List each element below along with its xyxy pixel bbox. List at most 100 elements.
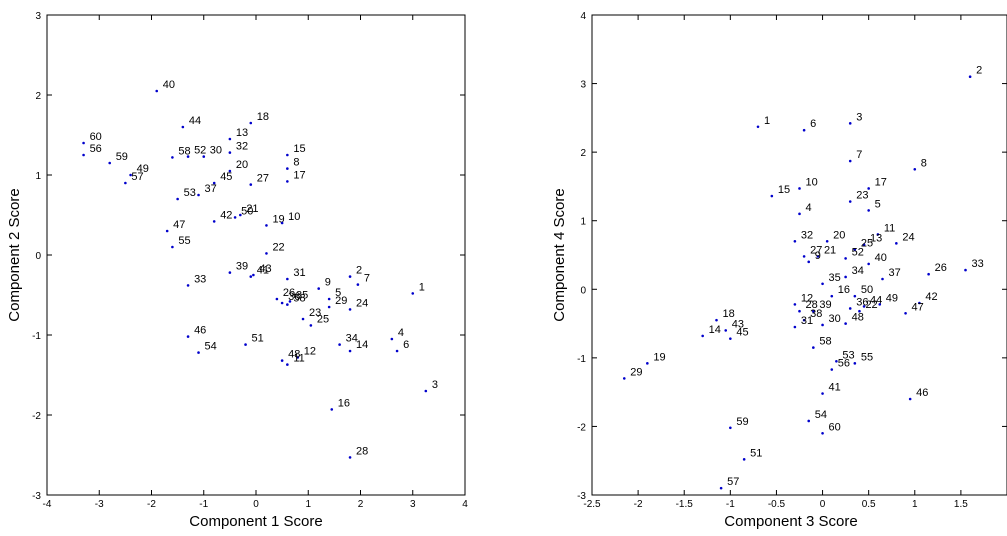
- point-label: 1: [419, 281, 425, 293]
- data-point: [646, 362, 649, 365]
- data-point: [968, 75, 972, 79]
- data-point: [244, 343, 247, 346]
- y-tick-label: 2: [35, 91, 41, 102]
- data-point: [202, 155, 206, 158]
- data-point: [286, 303, 289, 306]
- point-label: 42: [220, 209, 232, 221]
- axes-frame: [591, 14, 1007, 496]
- point-label: 51: [750, 447, 762, 459]
- data-point: [280, 301, 284, 305]
- point-label: 38: [810, 308, 822, 320]
- point-label: 45: [736, 327, 748, 339]
- point-label: 49: [886, 292, 898, 304]
- data-point: [186, 155, 190, 158]
- data-point: [286, 167, 289, 170]
- data-point: [212, 220, 216, 223]
- point-label: 40: [875, 252, 887, 264]
- data-point: [830, 368, 834, 371]
- y-tick-label: 4: [580, 11, 586, 22]
- scatter-plot-component-3-vs-4: -2.5 -2 -1.5 -1 -0.5 0 0.5 1 1.5-3-2-101234Compo…: [551, 11, 1007, 530]
- point-label: 1: [764, 115, 770, 127]
- data-point: [729, 337, 732, 340]
- point-label: 60: [829, 421, 841, 433]
- point-label: 47: [173, 219, 185, 231]
- data-point: [798, 187, 801, 190]
- point-label: 11: [884, 222, 895, 234]
- x-tick-label: 1.5: [954, 499, 968, 510]
- data-point: [858, 309, 861, 313]
- point-label: 51: [252, 333, 264, 345]
- point-label: 53: [184, 187, 196, 199]
- point-label: 56: [838, 358, 850, 370]
- data-point: [825, 239, 829, 243]
- point-label: 31: [293, 267, 305, 279]
- point-label: 7: [364, 273, 370, 285]
- point-label: 19: [653, 351, 665, 363]
- point-label: 20: [833, 229, 845, 241]
- point-label: 6: [810, 118, 816, 130]
- data-point: [239, 213, 242, 217]
- data-point: [348, 275, 352, 278]
- data-point: [724, 329, 728, 332]
- point-label: 12: [801, 292, 813, 304]
- data-point: [821, 323, 824, 327]
- x-tick-label: -1: [726, 499, 735, 510]
- point-label: 2: [356, 265, 362, 277]
- point-label: 50: [861, 284, 873, 296]
- point-label: 23: [309, 307, 321, 319]
- point-label: 15: [778, 184, 790, 196]
- data-point: [793, 325, 797, 329]
- data-point: [964, 268, 967, 272]
- data-point: [812, 346, 815, 349]
- point-label: 30: [210, 145, 222, 157]
- data-point: [296, 356, 300, 359]
- point-label: 21: [246, 203, 258, 215]
- x-tick-label: 0: [820, 499, 826, 510]
- point-label: 50: [241, 205, 253, 217]
- data-point: [82, 141, 85, 145]
- point-label: 18: [723, 308, 735, 320]
- data-point: [793, 303, 797, 306]
- x-tick-label: 0.5: [862, 499, 876, 510]
- data-point: [124, 181, 127, 185]
- point-label: 6: [403, 339, 409, 351]
- point-label: 44: [189, 115, 201, 127]
- data-point: [835, 359, 838, 363]
- x-tick-label: 3: [410, 499, 416, 510]
- data-point: [280, 221, 284, 225]
- point-label: 49: [137, 163, 149, 175]
- point-label: 34: [346, 333, 358, 345]
- y-axis-label: Component 4 Score: [551, 188, 568, 321]
- data-point: [265, 224, 268, 227]
- point-label: 8: [293, 157, 299, 169]
- data-point: [309, 324, 313, 327]
- data-point: [252, 273, 255, 277]
- point-label: 43: [259, 263, 271, 275]
- data-point: [286, 180, 289, 183]
- data-point: [878, 303, 882, 306]
- data-point: [807, 419, 811, 423]
- data-point: [802, 318, 806, 322]
- data-point: [821, 431, 824, 435]
- point-label: 20: [236, 159, 248, 171]
- data-point: [228, 137, 232, 141]
- data-point: [876, 233, 880, 236]
- data-point: [793, 239, 797, 243]
- data-point: [390, 337, 394, 341]
- data-point: [327, 305, 331, 309]
- point-label: 59: [116, 151, 128, 163]
- data-point: [356, 283, 360, 286]
- point-label: 15: [293, 143, 305, 155]
- y-tick-label: 2: [580, 148, 586, 159]
- data-point: [395, 349, 399, 353]
- x-tick-label: 1: [912, 499, 918, 510]
- data-point: [853, 294, 857, 298]
- x-tick-label: 1: [305, 499, 311, 510]
- data-point: [844, 257, 847, 260]
- point-label: 33: [194, 273, 206, 285]
- point-label: 52: [852, 246, 864, 258]
- data-point: [830, 294, 834, 298]
- data-point: [233, 216, 237, 219]
- data-point: [82, 153, 85, 157]
- data-point: [904, 311, 907, 315]
